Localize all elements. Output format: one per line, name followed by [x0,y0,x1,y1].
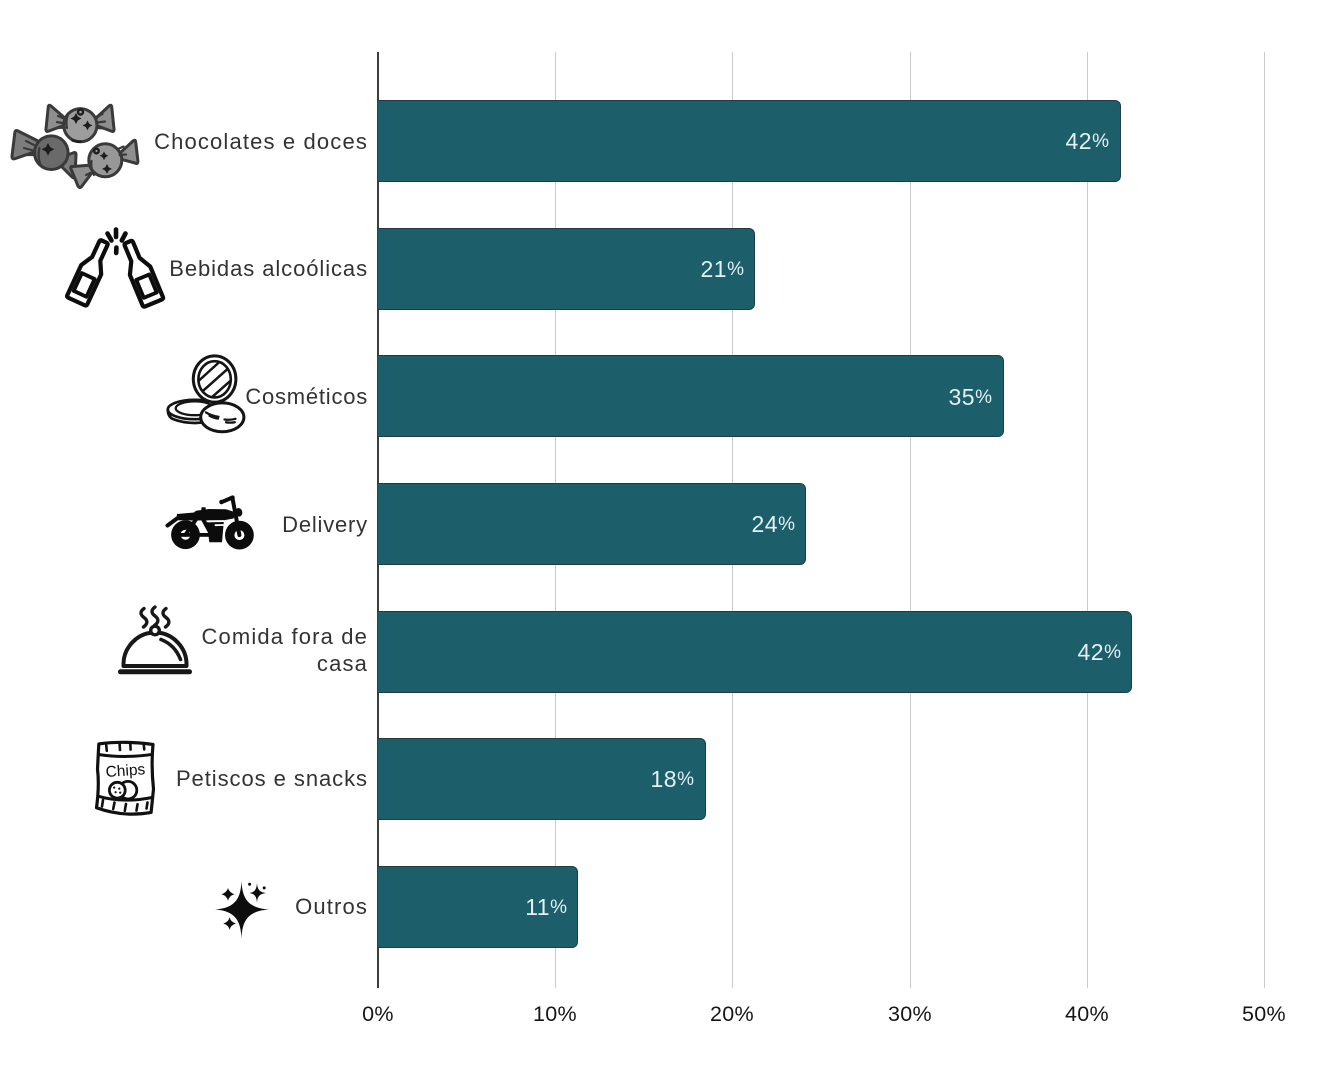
svg-text:Chips: Chips [105,761,146,781]
